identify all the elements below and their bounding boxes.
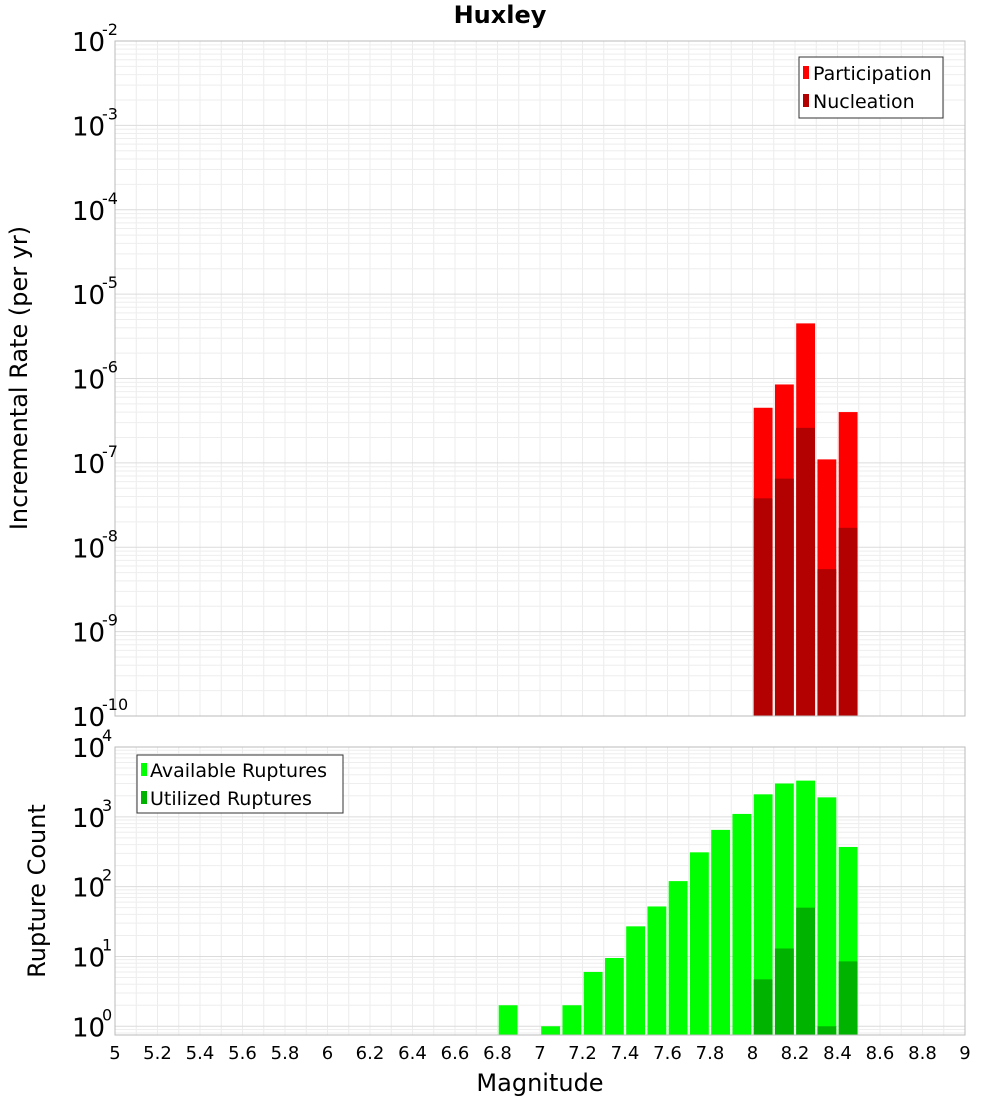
top-ytick-label: 10 (72, 28, 105, 58)
bottom-bar-available-ruptures (647, 906, 667, 1035)
bottom-bar-available-ruptures (562, 1005, 582, 1035)
x-tick-label: 7.8 (696, 1043, 725, 1064)
top-ytick-label: 10 (72, 703, 105, 733)
top-ytick-label: 10 (72, 450, 105, 480)
top-ytick-exponent: -4 (102, 189, 118, 208)
bottom-ytick-label: 10 (72, 734, 105, 764)
bottom-legend-box (136, 754, 344, 814)
bottom-ytick-label: 10 (72, 874, 105, 904)
top-plot-frame (114, 40, 966, 717)
top-legend-box (798, 56, 944, 119)
top-ytick-exponent: -2 (102, 20, 118, 39)
x-tick-label: 8.6 (866, 1043, 895, 1064)
x-tick-label: 6.2 (356, 1043, 385, 1064)
top-ytick-exponent: -9 (102, 611, 118, 630)
x-tick-label: 5 (109, 1043, 120, 1064)
top-ytick-label: 10 (72, 197, 105, 227)
bottom-bar-available-ruptures (711, 829, 731, 1035)
x-tick-label: 7.2 (568, 1043, 597, 1064)
top-ytick-exponent: -7 (102, 442, 118, 461)
bottom-ytick-exponent: 3 (102, 796, 112, 815)
bottom-bars (498, 780, 858, 1035)
bottom-bar-utilized-ruptures (753, 979, 773, 1035)
x-tick-label: 6.6 (441, 1043, 470, 1064)
x-tick-label: 7.4 (611, 1043, 640, 1064)
bottom-ytick-exponent: 0 (102, 1005, 112, 1024)
x-tick-label: 6 (322, 1043, 333, 1064)
x-tick-label: 5.8 (271, 1043, 300, 1064)
top-ytick-exponent: -3 (102, 104, 118, 123)
top-bars (753, 323, 858, 716)
bottom-plot-frame (114, 746, 966, 1036)
legend-label-participation: Participation (813, 63, 932, 85)
x-tick-label: 9 (959, 1043, 970, 1064)
top-bar-nucleation (838, 527, 858, 716)
top-ytick-exponent: -8 (102, 526, 118, 545)
top-ytick-label: 10 (72, 366, 105, 396)
x-axis-label: Magnitude (476, 1069, 603, 1097)
top-ylabel: Incremental Rate (per yr) (5, 226, 33, 530)
x-tick-label: 8.2 (781, 1043, 810, 1064)
top-ytick-exponent: -5 (102, 273, 118, 292)
bottom-ytick-exponent: 4 (102, 726, 112, 745)
bottom-bar-available-ruptures (732, 813, 752, 1035)
legend-swatch-utilized (141, 791, 147, 804)
bottom-ytick-exponent: 2 (102, 866, 112, 885)
top-ytick-label: 10 (72, 281, 105, 311)
top-ytick-label: 10 (72, 534, 105, 564)
bottom-bar-available-ruptures (626, 926, 646, 1035)
x-tick-label: 6.4 (398, 1043, 427, 1064)
top-grid (115, 41, 965, 716)
bottom-ytick-label: 10 (72, 804, 105, 834)
bottom-bar-available-ruptures (753, 794, 773, 1035)
x-tick-label: 5.4 (186, 1043, 215, 1064)
top-bar-nucleation (774, 478, 794, 716)
bottom-bar-utilized-ruptures (838, 961, 858, 1035)
chart-title: Huxley (454, 1, 547, 29)
legend-label-utilized: Utilized Ruptures (150, 788, 312, 810)
bottom-ytick-exponent: 1 (102, 935, 112, 954)
top-bar-nucleation (753, 498, 773, 716)
legend-swatch-nucleation (803, 94, 809, 107)
x-tick-label: 8 (747, 1043, 758, 1064)
bottom-bar-available-ruptures (541, 1026, 561, 1035)
bottom-bar-available-ruptures (817, 797, 837, 1035)
x-tick-label: 8.8 (908, 1043, 937, 1064)
legend-label-available: Available Ruptures (150, 760, 327, 782)
bottom-bar-utilized-ruptures (796, 907, 816, 1035)
x-tick-label: 8.4 (823, 1043, 852, 1064)
top-bar-nucleation (796, 427, 816, 716)
top-ytick-exponent: -6 (102, 358, 118, 377)
x-tick-label: 7.6 (653, 1043, 682, 1064)
bottom-bar-available-ruptures (604, 958, 624, 1035)
bottom-bar-available-ruptures (583, 971, 603, 1035)
bottom-ylabel: Rupture Count (23, 804, 51, 978)
bottom-bar-utilized-ruptures (817, 1026, 837, 1035)
legend-label-nucleation: Nucleation (813, 91, 915, 113)
bottom-bar-available-ruptures (668, 881, 688, 1035)
x-tick-label: 5.2 (143, 1043, 172, 1064)
bottom-bar-available-ruptures (689, 852, 709, 1035)
top-ytick-label: 10 (72, 619, 105, 649)
x-tick-label: 5.6 (228, 1043, 257, 1064)
legend-swatch-available (141, 763, 147, 776)
x-tick-label: 6.8 (483, 1043, 512, 1064)
top-bar-nucleation (817, 569, 837, 716)
bottom-bar-available-ruptures (498, 1005, 518, 1035)
top-ytick-label: 10 (72, 112, 105, 142)
bottom-legend: Available Ruptures Utilized Ruptures (136, 754, 344, 814)
bottom-ytick-label: 10 (72, 1013, 105, 1043)
bottom-bar-utilized-ruptures (774, 948, 794, 1035)
legend-swatch-participation (803, 66, 809, 79)
x-tick-label: 7 (534, 1043, 545, 1064)
top-ytick-exponent: -10 (102, 695, 128, 714)
top-legend: Participation Nucleation (798, 56, 944, 119)
bottom-ytick-label: 10 (72, 943, 105, 973)
x-tick-labels: 5 5.2 5.4 5.6 5.8 6 6.2 6.4 6.6 6.8 7 7.2 7.4 7.6 7.8 8… (109, 1043, 970, 1064)
